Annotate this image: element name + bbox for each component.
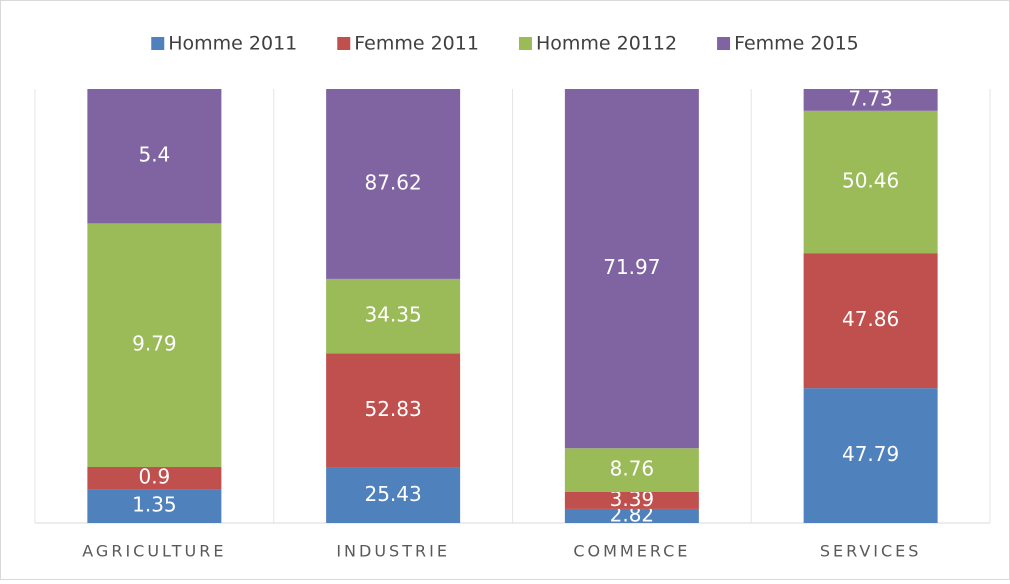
bar-segment <box>564 89 699 449</box>
bar-segment <box>564 508 699 523</box>
bar-segment <box>326 467 461 523</box>
data-label: 7.73 <box>848 86 893 110</box>
legend-label: Femme 2011 <box>354 33 479 55</box>
data-label: 47.79 <box>842 442 899 466</box>
data-label: 0.9 <box>138 465 170 489</box>
bar-segment <box>564 492 699 509</box>
bar-segment <box>803 89 938 111</box>
legend-label: Femme 2015 <box>734 33 859 55</box>
data-label: 50.46 <box>842 168 899 192</box>
data-label: 87.62 <box>364 170 421 194</box>
data-label: 8.76 <box>610 457 655 481</box>
legend-swatch <box>151 37 165 50</box>
legend-swatch <box>717 37 731 50</box>
bar-segment <box>87 223 222 468</box>
bar-segment <box>803 253 938 389</box>
legend-swatch <box>337 37 351 50</box>
data-label: 47.86 <box>842 307 899 331</box>
bar-segment <box>803 110 938 254</box>
data-label: 34.35 <box>364 303 421 327</box>
data-label: 9.79 <box>132 332 177 356</box>
x-tick-label: AGRICULTURE <box>82 542 226 561</box>
bar-segment <box>87 467 222 490</box>
bar-segment <box>326 353 461 468</box>
x-tick-label: COMMERCE <box>573 542 690 561</box>
data-label: 5.4 <box>138 143 170 167</box>
bar-segment <box>803 388 938 523</box>
data-label: 71.97 <box>603 255 660 279</box>
bar-segment <box>326 89 461 279</box>
bar-segment <box>87 489 222 523</box>
x-tick-label: SERVICES <box>820 542 922 561</box>
data-label: 52.83 <box>364 397 421 421</box>
legend-label: Homme 2011 <box>168 33 297 55</box>
bar-segment <box>564 448 699 492</box>
x-tick-label: INDUSTRIE <box>336 542 450 561</box>
bar-segment <box>87 89 222 224</box>
bar-segment <box>326 278 461 354</box>
data-label: 25.43 <box>364 482 421 506</box>
legend-label: Homme 20112 <box>536 33 677 55</box>
data-label: 1.35 <box>132 493 177 517</box>
legend-swatch <box>518 37 532 50</box>
